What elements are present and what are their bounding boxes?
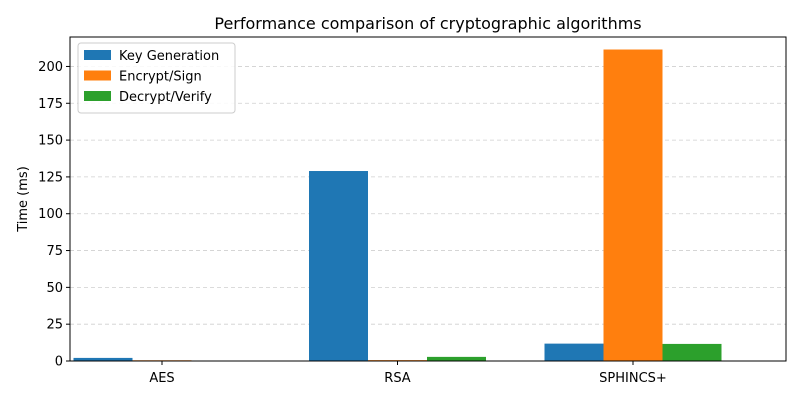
y-tick-label: 150 (38, 134, 63, 149)
grid (70, 66, 786, 362)
x-tick-label: SPHINCS+ (599, 371, 667, 386)
y-tick-label: 0 (55, 355, 63, 370)
y-tick-label: 50 (46, 281, 63, 296)
bar (427, 356, 486, 361)
y-tick-label: 75 (46, 244, 63, 259)
y-tick-label: 125 (38, 170, 63, 185)
bars (73, 49, 722, 361)
chart-title: Performance comparison of cryptographic … (214, 14, 641, 33)
bar (662, 343, 722, 361)
axes: 0 25 50 75 100 125 150 175 200 AES RSA SPHINCS+ (38, 36, 787, 386)
legend-swatch (84, 50, 111, 60)
plot-frame (69, 36, 787, 362)
y-axis-label: Time (ms) (16, 166, 31, 233)
bar (603, 49, 663, 361)
legend-swatch (84, 70, 111, 81)
y-tick-label: 100 (38, 207, 63, 222)
legend-label: Key Generation (119, 49, 219, 64)
legend: Key Generation Encrypt/Sign Decrypt/Verify (77, 42, 236, 114)
legend-swatch (84, 91, 111, 101)
legend-label: Encrypt/Sign (119, 70, 202, 85)
bar (309, 171, 368, 361)
legend-label: Decrypt/Verify (119, 90, 212, 105)
bar (544, 343, 604, 361)
x-tick-label: AES (149, 371, 174, 386)
x-tick-label: RSA (384, 371, 411, 386)
y-tick-label: 25 (46, 318, 63, 333)
bar (73, 357, 133, 361)
y-tick-label: 175 (38, 97, 63, 112)
y-tick-label: 200 (38, 60, 63, 75)
legend-box (77, 42, 236, 114)
